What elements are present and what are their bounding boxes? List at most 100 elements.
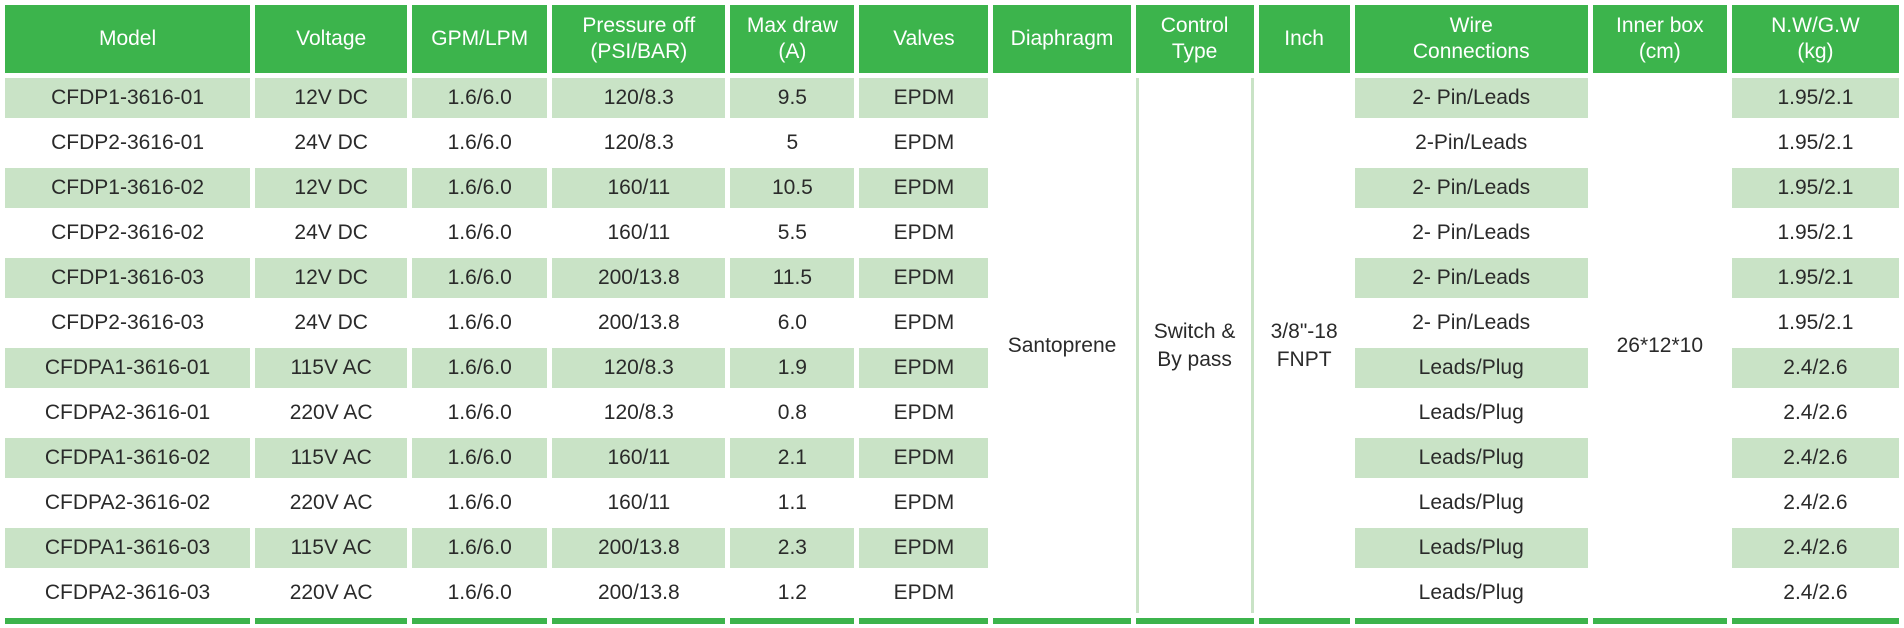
bottom-border-segment — [1258, 618, 1350, 624]
cell-pressure-off: 120/8.3 — [552, 348, 726, 388]
cell-valves: EPDM — [859, 258, 989, 298]
cell-nw-gw: 1.95/2.1 — [1731, 123, 1899, 163]
table-row: CFDPA2-3616-02 220V AC 1.6/6.0 160/11 1.1 EPD… — [5, 483, 1899, 523]
cell-voltage: 115V AC — [255, 348, 408, 388]
cell-voltage: 24V DC — [255, 213, 408, 253]
cell-gpm-lpm: 1.6/6.0 — [412, 213, 548, 253]
cell-valves: EPDM — [859, 168, 989, 208]
cell-pressure-off: 200/13.8 — [552, 573, 726, 613]
column-header-diaphragm: Diaphragm — [993, 5, 1131, 73]
table-row: CFDPA1-3616-01 115V AC 1.6/6.0 120/8.3 1.9 EP… — [5, 348, 1899, 388]
table-row: CFDP2-3616-02 24V DC 1.6/6.0 160/11 5.5 EPDM 2… — [5, 213, 1899, 253]
cell-valves: EPDM — [859, 123, 989, 163]
cell-voltage: 24V DC — [255, 123, 408, 163]
cell-max-draw: 1.2 — [730, 573, 855, 613]
table-bottom-border-row — [5, 618, 1899, 624]
cell-valves: EPDM — [859, 78, 989, 118]
column-header-max-draw: Max draw (A) — [730, 5, 855, 73]
cell-voltage: 12V DC — [255, 78, 408, 118]
cell-gpm-lpm: 1.6/6.0 — [412, 483, 548, 523]
cell-voltage: 12V DC — [255, 168, 408, 208]
cell-gpm-lpm: 1.6/6.0 — [412, 168, 548, 208]
cell-voltage: 220V AC — [255, 483, 408, 523]
bottom-border-segment — [859, 618, 989, 624]
cell-model: CFDP2-3616-03 — [5, 303, 251, 343]
cell-max-draw: 2.1 — [730, 438, 855, 478]
spec-table-body: CFDP1-3616-01 12V DC 1.6/6.0 120/8.3 9.5 EPDM… — [5, 78, 1899, 624]
cell-wire-connections: Leads/Plug — [1354, 483, 1588, 523]
cell-wire-connections: 2-Pin/Leads — [1354, 123, 1588, 163]
cell-wire-connections: 2- Pin/Leads — [1354, 213, 1588, 253]
cell-wire-connections: Leads/Plug — [1354, 348, 1588, 388]
cell-model: CFDPA1-3616-02 — [5, 438, 251, 478]
cell-gpm-lpm: 1.6/6.0 — [412, 303, 548, 343]
cell-max-draw: 1.9 — [730, 348, 855, 388]
cell-wire-connections: Leads/Plug — [1354, 438, 1588, 478]
cell-nw-gw: 2.4/2.6 — [1731, 393, 1899, 433]
cell-max-draw: 11.5 — [730, 258, 855, 298]
cell-gpm-lpm: 1.6/6.0 — [412, 393, 548, 433]
column-header-pressure-off: Pressure off (PSI/BAR) — [552, 5, 726, 73]
cell-voltage: 12V DC — [255, 258, 408, 298]
column-header-inner-box: Inner box (cm) — [1592, 5, 1727, 73]
bottom-border-segment — [1135, 618, 1254, 624]
header-row: Model Voltage GPM/LPM Pressure off (PSI/… — [5, 5, 1899, 73]
cell-max-draw: 2.3 — [730, 528, 855, 568]
cell-max-draw: 9.5 — [730, 78, 855, 118]
table-row: CFDP1-3616-03 12V DC 1.6/6.0 200/13.8 11.5 EP… — [5, 258, 1899, 298]
cell-voltage: 115V AC — [255, 528, 408, 568]
table-row: CFDP2-3616-03 24V DC 1.6/6.0 200/13.8 6.0 EPD… — [5, 303, 1899, 343]
cell-gpm-lpm: 1.6/6.0 — [412, 123, 548, 163]
bottom-border-segment — [993, 618, 1131, 624]
table-row: CFDPA2-3616-03 220V AC 1.6/6.0 200/13.8 1.2 E… — [5, 573, 1899, 613]
cell-pressure-off: 160/11 — [552, 483, 726, 523]
bottom-border-segment — [1592, 618, 1727, 624]
cell-nw-gw: 1.95/2.1 — [1731, 168, 1899, 208]
cell-valves: EPDM — [859, 303, 989, 343]
column-header-control-type: Control Type — [1135, 5, 1254, 73]
column-header-gpm-lpm: GPM/LPM — [412, 5, 548, 73]
table-row: CFDP1-3616-01 12V DC 1.6/6.0 120/8.3 9.5 EPDM… — [5, 78, 1899, 613]
cell-gpm-lpm: 1.6/6.0 — [412, 258, 548, 298]
cell-nw-gw: 2.4/2.6 — [1731, 348, 1899, 388]
cell-nw-gw: 2.4/2.6 — [1731, 438, 1899, 478]
column-header-model: Model — [5, 5, 251, 73]
cell-max-draw: 0.8 — [730, 393, 855, 433]
column-header-valves: Valves — [859, 5, 989, 73]
cell-valves: EPDM — [859, 528, 989, 568]
cell-pressure-off: 200/13.8 — [552, 303, 726, 343]
cell-voltage: 24V DC — [255, 303, 408, 343]
bottom-border-segment — [1354, 618, 1588, 624]
cell-max-draw: 5 — [730, 123, 855, 163]
table-header: Model Voltage GPM/LPM Pressure off (PSI/… — [5, 5, 1899, 73]
cell-model: CFDP2-3616-01 — [5, 123, 251, 163]
table-row: CFDP2-3616-01 24V DC 1.6/6.0 120/8.3 5 EPDM 2-… — [5, 123, 1899, 163]
cell-nw-gw: 2.4/2.6 — [1731, 573, 1899, 613]
merged-cell-inner-box: 26*12*10 — [1592, 78, 1727, 613]
cell-wire-connections: 2- Pin/Leads — [1354, 258, 1588, 298]
cell-gpm-lpm: 1.6/6.0 — [412, 348, 548, 388]
table-row: CFDPA1-3616-02 115V AC 1.6/6.0 160/11 2.1 EPD… — [5, 438, 1899, 478]
cell-nw-gw: 1.95/2.1 — [1731, 303, 1899, 343]
bottom-border-segment — [1731, 618, 1899, 624]
cell-model: CFDPA2-3616-03 — [5, 573, 251, 613]
column-header-inch: Inch — [1258, 5, 1350, 73]
table-row: CFDPA2-3616-01 220V AC 1.6/6.0 120/8.3 0.8 EP… — [5, 393, 1899, 433]
merged-cell-inch: 3/8"-18 FNPT — [1258, 78, 1350, 613]
cell-model: CFDPA1-3616-01 — [5, 348, 251, 388]
cell-wire-connections: Leads/Plug — [1354, 528, 1588, 568]
column-header-nw-gw: N.W/G.W (kg) — [1731, 5, 1899, 73]
table-row: CFDP1-3616-02 12V DC 1.6/6.0 160/11 10.5 EPDM… — [5, 168, 1899, 208]
bottom-border-segment — [552, 618, 726, 624]
cell-max-draw: 10.5 — [730, 168, 855, 208]
cell-gpm-lpm: 1.6/6.0 — [412, 438, 548, 478]
bottom-border-segment — [730, 618, 855, 624]
cell-pressure-off: 120/8.3 — [552, 123, 726, 163]
cell-pressure-off: 200/13.8 — [552, 528, 726, 568]
bottom-border-segment — [5, 618, 251, 624]
cell-nw-gw: 2.4/2.6 — [1731, 483, 1899, 523]
cell-voltage: 115V AC — [255, 438, 408, 478]
cell-valves: EPDM — [859, 348, 989, 388]
cell-pressure-off: 120/8.3 — [552, 78, 726, 118]
